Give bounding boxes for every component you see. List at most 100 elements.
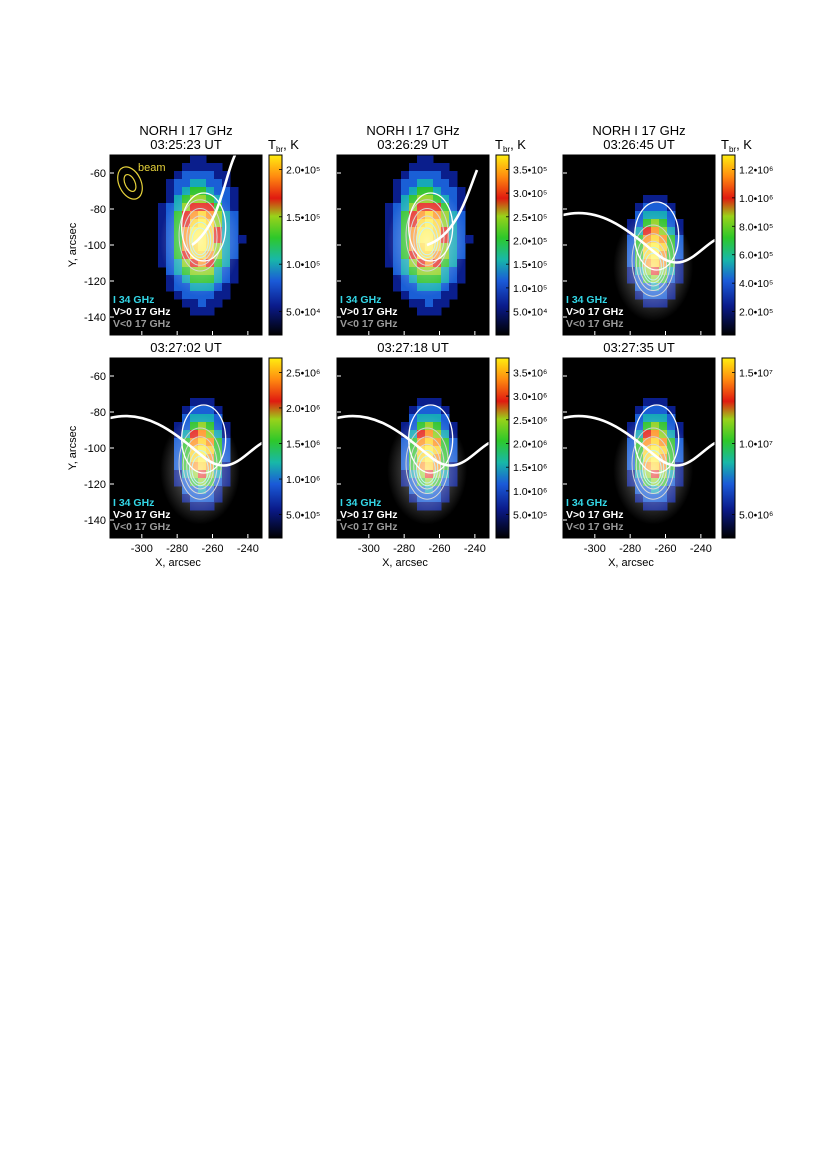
brightness-map bbox=[385, 155, 479, 316]
colorbar-tick-label: 2.5•10⁶ bbox=[286, 367, 320, 379]
colorbar-tick-label: 3.5•10⁶ bbox=[513, 367, 547, 379]
legend-entry: I 34 GHz bbox=[566, 294, 607, 306]
x-tick-label: -300 bbox=[358, 543, 380, 555]
beam-ellipse bbox=[117, 166, 143, 200]
neutral-line bbox=[191, 155, 237, 247]
panel-header-title: NORH I 17 GHz bbox=[139, 123, 232, 138]
colorbar bbox=[495, 357, 510, 539]
colorbar-tick-label: 3.0•10⁵ bbox=[513, 188, 547, 200]
colorbar-tick-label: 1.0•10⁷ bbox=[739, 439, 773, 451]
colorbar-tick-label: 5.0•10⁵ bbox=[286, 510, 320, 522]
y-axis-label: Y, arcsec bbox=[67, 222, 79, 267]
x-tick-label: -260 bbox=[201, 543, 223, 555]
y-tick-label: -80 bbox=[90, 407, 106, 419]
colorbar-title: Tbr, K bbox=[268, 137, 299, 154]
legend-entry: I 34 GHz bbox=[340, 294, 381, 306]
panel-time: 03:26:45 UT bbox=[603, 137, 675, 152]
colorbar-tick-label: 5.0•10⁴ bbox=[513, 307, 547, 319]
x-tick-label: -300 bbox=[131, 543, 153, 555]
panel-time: 03:27:18 UT bbox=[377, 340, 449, 355]
y-tick-label: -60 bbox=[90, 168, 106, 180]
panel-header-title: NORH I 17 GHz bbox=[592, 123, 685, 138]
core-glow bbox=[613, 211, 694, 322]
colorbar-tick-label: 2.0•10⁵ bbox=[739, 307, 773, 319]
colorbar-tick-label: 8.0•10⁵ bbox=[739, 221, 773, 233]
core-glow bbox=[387, 186, 468, 297]
colorbar-tick-label: 1.0•10⁶ bbox=[739, 193, 773, 205]
legend-entry: V<0 17 GHz bbox=[340, 318, 398, 330]
colorbar bbox=[721, 357, 736, 539]
colorbar-tick-label: 3.5•10⁵ bbox=[513, 164, 547, 176]
neutral-line bbox=[563, 414, 715, 467]
colorbar bbox=[268, 154, 283, 336]
x-tick-label: -260 bbox=[654, 543, 676, 555]
x-axis-label: X, arcsec bbox=[608, 557, 654, 569]
y-tick-label: -60 bbox=[90, 371, 106, 383]
x-tick-label: -280 bbox=[166, 543, 188, 555]
core-glow bbox=[160, 186, 241, 297]
x-tick-label: -300 bbox=[584, 543, 606, 555]
legend-entry: V<0 17 GHz bbox=[113, 318, 171, 330]
x-axis-label: X, arcsec bbox=[155, 557, 201, 569]
colorbar-tick-label: 2.0•10⁵ bbox=[513, 236, 547, 248]
y-tick-label: -100 bbox=[84, 443, 106, 455]
panel-time: 03:27:02 UT bbox=[150, 340, 222, 355]
colorbar-tick-label: 1.5•10⁶ bbox=[513, 462, 547, 474]
colorbar-tick-label: 1.5•10⁶ bbox=[286, 439, 320, 451]
colorbar-tick-label: 5.0•10⁶ bbox=[739, 510, 773, 522]
colorbar-tick-label: 1.0•10⁵ bbox=[513, 283, 547, 295]
legend-entry: V>0 17 GHz bbox=[340, 509, 398, 521]
legend-entry: V>0 17 GHz bbox=[113, 306, 171, 318]
legend-entry: V>0 17 GHz bbox=[113, 509, 171, 521]
neutral-line bbox=[110, 414, 262, 467]
panel-header-title: NORH I 17 GHz bbox=[366, 123, 459, 138]
colorbar-tick-label: 3.0•10⁶ bbox=[513, 391, 547, 403]
colorbar bbox=[495, 154, 510, 336]
colorbar-tick-label: 1.5•10⁵ bbox=[286, 212, 320, 224]
colorbar-tick-label: 2.0•10⁶ bbox=[286, 403, 320, 415]
legend-entry: V<0 17 GHz bbox=[566, 318, 624, 330]
core-glow bbox=[160, 414, 241, 525]
neutral-line bbox=[426, 169, 479, 247]
x-tick-label: -240 bbox=[237, 543, 259, 555]
y-tick-label: -140 bbox=[84, 515, 106, 527]
legend-entry: V>0 17 GHz bbox=[566, 306, 624, 318]
x-tick-label: -240 bbox=[690, 543, 712, 555]
colorbar-tick-label: 1.5•10⁵ bbox=[513, 259, 547, 271]
brightness-map bbox=[563, 398, 715, 525]
colorbar-tick-label: 1.0•10⁶ bbox=[286, 474, 320, 486]
legend-entry: I 34 GHz bbox=[340, 497, 381, 509]
legend-entry: V>0 17 GHz bbox=[340, 306, 398, 318]
colorbar-tick-label: 5.0•10⁴ bbox=[286, 307, 320, 319]
colorbar-tick-label: 2.0•10⁶ bbox=[513, 439, 547, 451]
brightness-map bbox=[110, 398, 262, 525]
colorbar-title: Tbr, K bbox=[721, 137, 752, 154]
brightness-map bbox=[337, 398, 489, 525]
colorbar-tick-label: 2.0•10⁵ bbox=[286, 164, 320, 176]
colorbar-tick-label: 1.0•10⁵ bbox=[286, 259, 320, 271]
legend-entry: I 34 GHz bbox=[566, 497, 607, 509]
colorbar-tick-label: 6.0•10⁵ bbox=[739, 250, 773, 262]
x-tick-label: -280 bbox=[393, 543, 415, 555]
colorbar-tick-label: 4.0•10⁵ bbox=[739, 278, 773, 290]
x-tick-label: -240 bbox=[464, 543, 486, 555]
y-tick-label: -100 bbox=[84, 240, 106, 252]
panel-time: 03:25:23 UT bbox=[150, 137, 222, 152]
y-tick-label: -120 bbox=[84, 479, 106, 491]
colorbar-tick-label: 2.5•10⁶ bbox=[513, 415, 547, 427]
legend-entry: V<0 17 GHz bbox=[566, 521, 624, 533]
y-tick-label: -140 bbox=[84, 312, 106, 324]
core-glow bbox=[387, 414, 468, 525]
colorbar-title: Tbr, K bbox=[495, 137, 526, 154]
colorbar bbox=[268, 357, 283, 539]
contour-v-positive bbox=[181, 192, 227, 262]
colorbar-tick-label: 1.5•10⁷ bbox=[739, 367, 773, 379]
legend-entry: V<0 17 GHz bbox=[340, 521, 398, 533]
y-tick-label: -120 bbox=[84, 276, 106, 288]
core-glow bbox=[613, 414, 694, 525]
